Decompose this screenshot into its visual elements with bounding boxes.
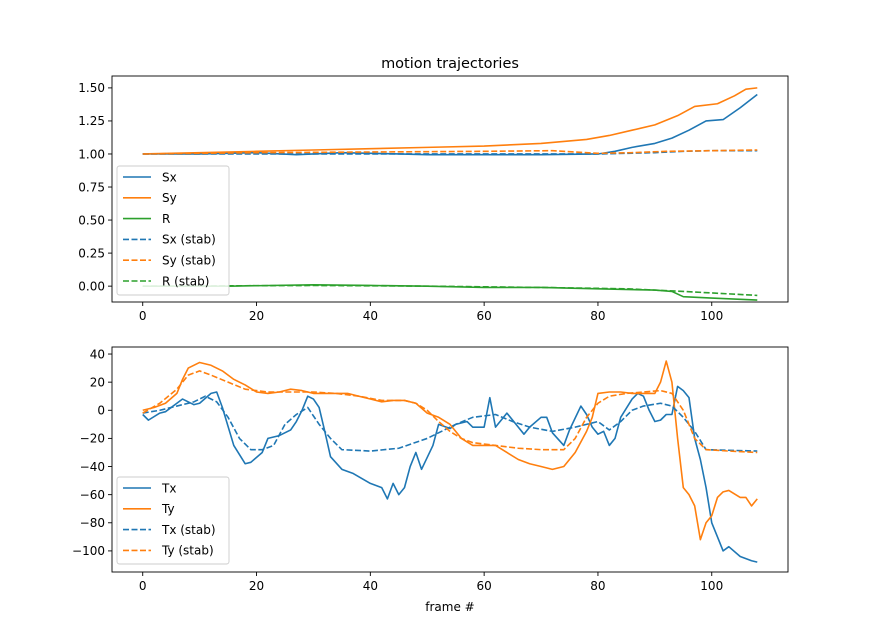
legend-label: Ty (stab) (161, 544, 214, 558)
y-tick-label: 0.25 (78, 246, 105, 260)
legend-box (116, 476, 230, 565)
plot-lines (142, 360, 758, 563)
y-tick-label: 0 (97, 404, 105, 418)
y-tick-label: 1.25 (78, 114, 105, 128)
x-tick-label: 60 (477, 309, 492, 323)
series-line-sy (142, 87, 758, 155)
x-tick-label: 100 (700, 309, 723, 323)
legend: Tx Ty Tx (stab) Ty (stab) (116, 476, 230, 565)
y-tick-label: 0.75 (78, 180, 105, 194)
axes-frame (111, 75, 789, 303)
series-line-sy-stab (142, 149, 758, 155)
x-tick-label: 0 (139, 309, 147, 323)
x-tick-label: 20 (249, 309, 264, 323)
y-tick-label: −20 (80, 432, 105, 446)
series-line-tx (142, 385, 758, 563)
plot-lines (142, 87, 758, 301)
axes-frame (111, 346, 789, 573)
x-tick-label: 40 (363, 579, 378, 593)
legend-label: Tx (161, 481, 176, 495)
legend-label: Tx (stab) (161, 523, 216, 537)
series-line-ty-stab (142, 370, 758, 454)
chart-title: motion trajectories (381, 56, 519, 72)
legend: Sx Sy R Sx (stab) Sy (stab) R (stab) (116, 165, 230, 296)
y-tick-label: 40 (90, 347, 105, 361)
y-tick-label: 0.50 (78, 213, 105, 227)
y-tick-label: −40 (80, 460, 105, 474)
y-tick-label: 1.00 (78, 147, 105, 161)
x-tick-label: 100 (700, 579, 723, 593)
series-line-r-stab (142, 284, 758, 297)
y-tick-label: −60 (80, 488, 105, 502)
legend-label: Sx (162, 170, 177, 184)
legend-label: Sy (162, 191, 177, 205)
x-axis-label: frame # (425, 600, 474, 614)
legend-label: R (stab) (162, 274, 209, 288)
x-tick-label: 0 (139, 579, 147, 593)
x-tick-label: 60 (477, 579, 492, 593)
y-tick-label: 1.50 (78, 81, 105, 95)
x-tick-label: 80 (590, 579, 605, 593)
legend-label: Ty (161, 502, 175, 516)
legend-label: R (162, 212, 170, 226)
x-tick-label: 20 (249, 579, 264, 593)
y-tick-label: 0.00 (78, 279, 105, 293)
series-line-tx-stab (142, 395, 758, 452)
y-tick-label: −80 (80, 516, 105, 530)
y-tick-label: −100 (72, 544, 105, 558)
x-tick-label: 80 (590, 309, 605, 323)
x-tick-label: 40 (363, 309, 378, 323)
top-chart: 0 20 40 60 80 100 0.00 0.25 0.50 0.75 1.00 1.25 1.50… (78, 56, 789, 323)
y-tick-label: 20 (90, 375, 105, 389)
legend-label: Sy (stab) (162, 254, 216, 268)
legend-label: Sx (stab) (162, 233, 216, 247)
bottom-chart: 0 20 40 60 80 100 −100 −80 −60 −40 −20 0 20 40 frame #… (72, 346, 789, 614)
